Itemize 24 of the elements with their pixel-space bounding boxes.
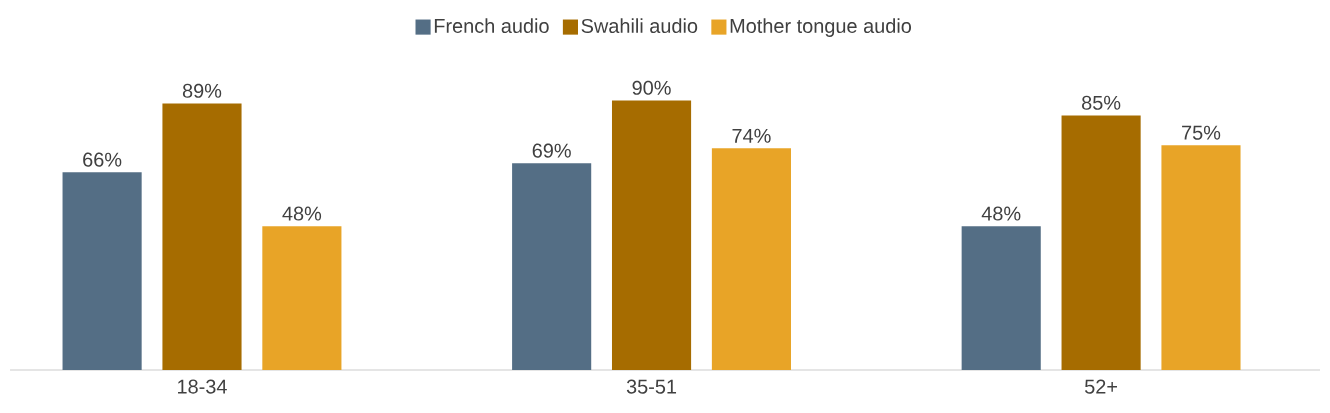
data-label: 85% xyxy=(1082,95,1121,110)
bar xyxy=(62,172,142,370)
legend-label: Mother tongue audio xyxy=(730,18,912,37)
bar xyxy=(162,103,242,370)
data-label: 48% xyxy=(981,206,1021,221)
data-label: 89% xyxy=(182,83,222,98)
data-label: 66% xyxy=(83,152,122,167)
bar xyxy=(1161,145,1241,370)
data-label: 48% xyxy=(282,206,322,221)
bar xyxy=(1061,115,1141,370)
bar xyxy=(611,100,692,370)
bar xyxy=(262,226,342,370)
x-tick-label: 52+ xyxy=(1084,379,1117,394)
x-tick-label: 35-51 xyxy=(626,379,677,394)
data-label: 69% xyxy=(532,143,571,158)
bar xyxy=(711,148,791,370)
legend-label: French audio xyxy=(434,18,549,33)
legend-label: Swahili audio xyxy=(581,18,698,33)
bar xyxy=(512,163,592,370)
x-tick-label: 18-34 xyxy=(178,379,227,394)
data-label: 74% xyxy=(732,128,771,143)
data-label: 75% xyxy=(1182,125,1221,140)
data-label: 90% xyxy=(632,80,671,95)
bar xyxy=(961,226,1041,370)
